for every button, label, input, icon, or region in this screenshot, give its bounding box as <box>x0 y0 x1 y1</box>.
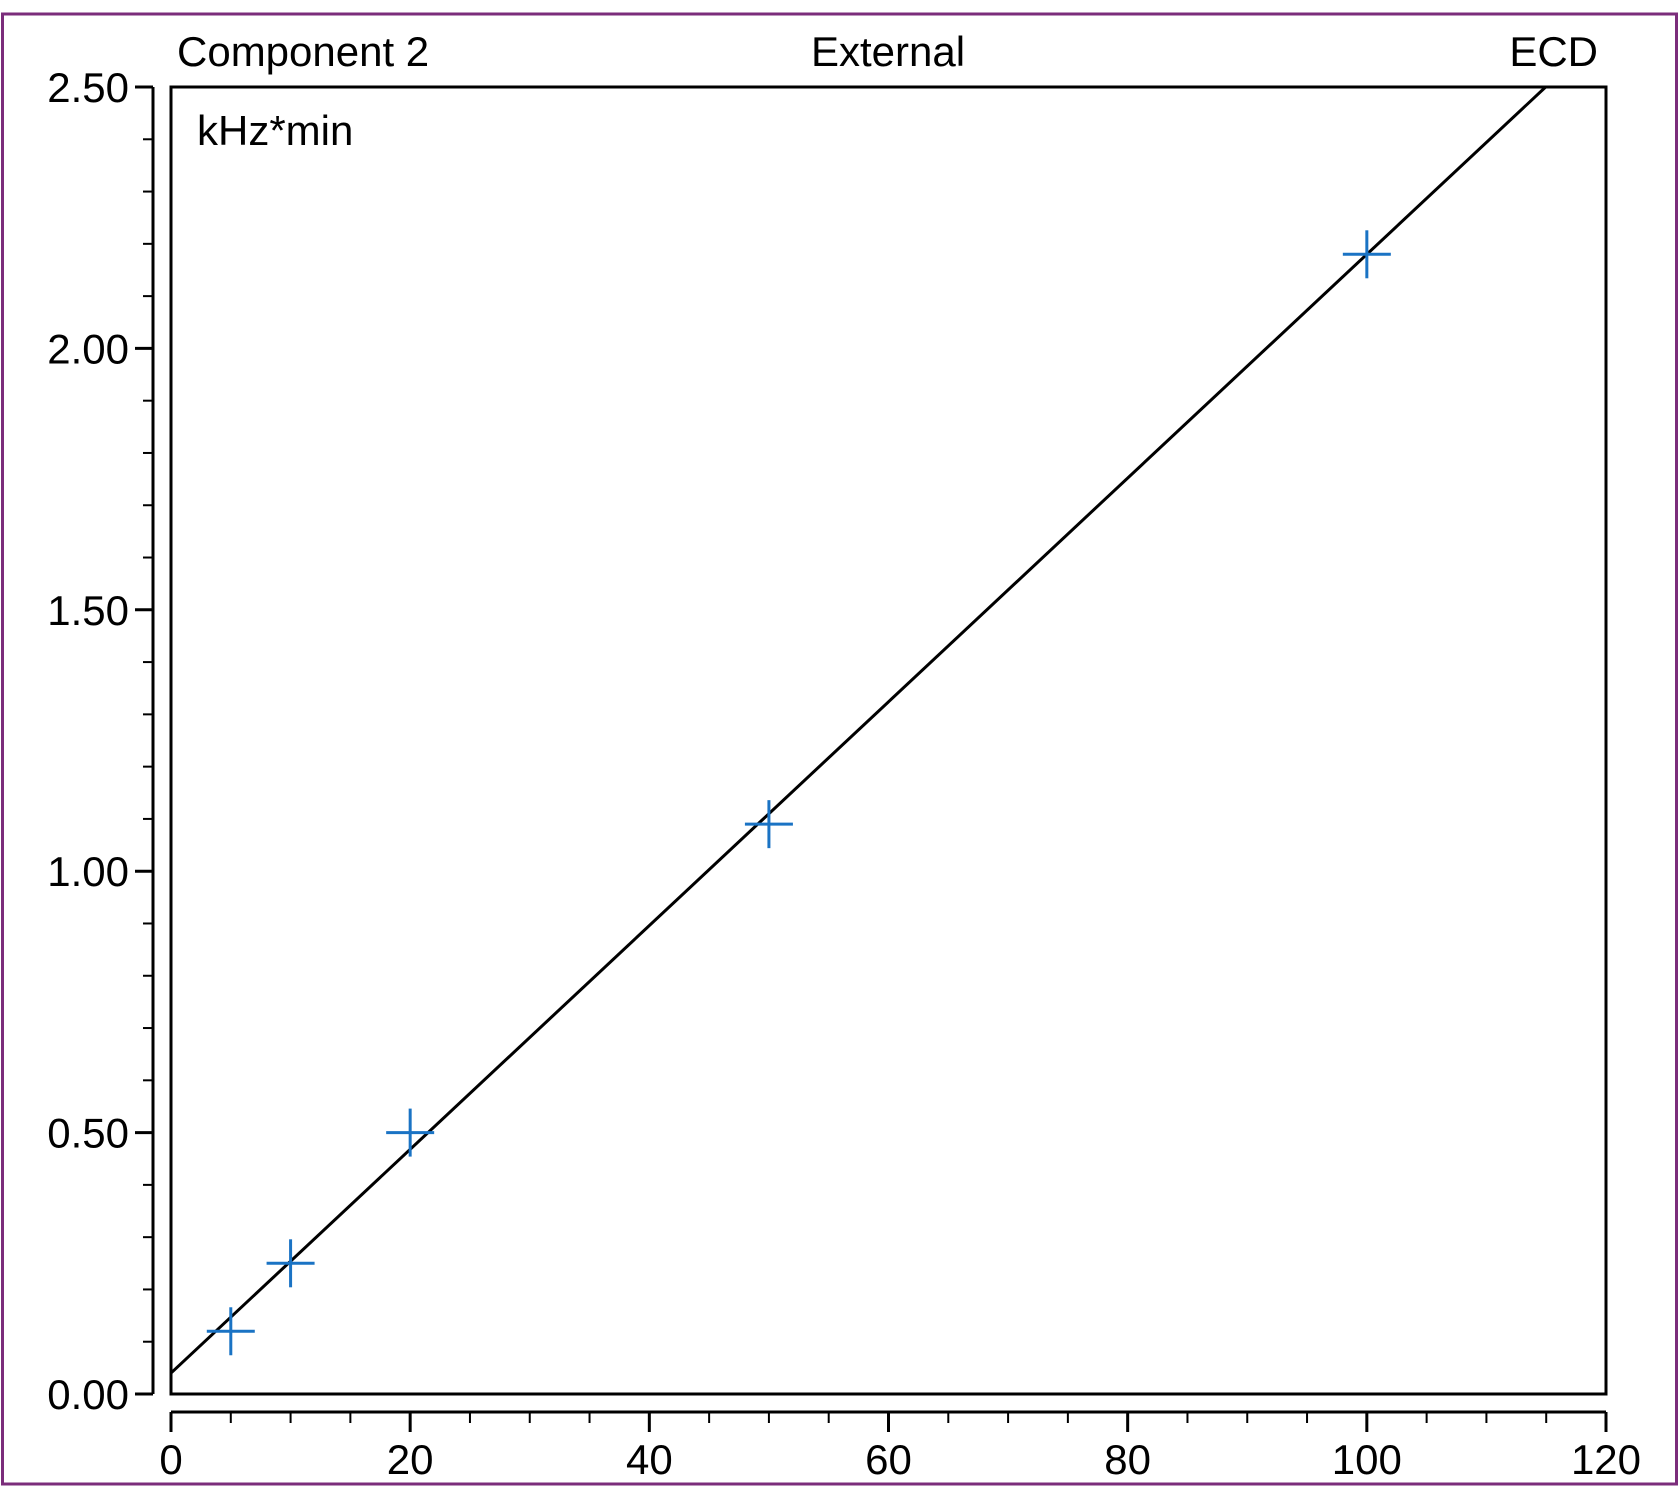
header-left: Component 2 <box>177 28 429 75</box>
y-tick-label: 2.00 <box>47 325 129 372</box>
x-tick-label: 100 <box>1332 1436 1402 1483</box>
data-point <box>206 1307 255 1356</box>
x-tick-label: 80 <box>1104 1436 1151 1483</box>
fit-line-layer <box>169 85 1547 1375</box>
calibration-fit-line <box>169 85 1547 1375</box>
x-tick-label: 60 <box>865 1436 912 1483</box>
data-point <box>386 1108 435 1157</box>
y-axis: 0.00 0.50 1.00 1.50 2.00 2.50 <box>47 64 155 1418</box>
header-center: External <box>811 28 965 75</box>
data-points <box>206 230 1391 1356</box>
x-tick-label: 120 <box>1571 1436 1641 1483</box>
y-tick-label: 2.50 <box>47 64 129 111</box>
plot-area <box>169 85 1608 1396</box>
x-tick-label: 40 <box>626 1436 673 1483</box>
y-tick-label: 1.50 <box>47 587 129 634</box>
header-right: ECD <box>1509 28 1598 75</box>
y-tick-label: 1.00 <box>47 848 129 895</box>
outer-frame <box>1 12 1678 1486</box>
x-axis: 0 20 40 60 80 100 120 <box>159 1410 1641 1483</box>
data-point <box>1342 230 1391 279</box>
x-tick-label: 20 <box>387 1436 434 1483</box>
y-tick-label: 0.00 <box>47 1371 129 1418</box>
data-point <box>266 1239 315 1288</box>
y-unit-label: kHz*min <box>197 107 353 154</box>
x-tick-label: 0 <box>159 1436 182 1483</box>
y-tick-label: 0.50 <box>47 1110 129 1157</box>
data-point <box>744 800 793 849</box>
